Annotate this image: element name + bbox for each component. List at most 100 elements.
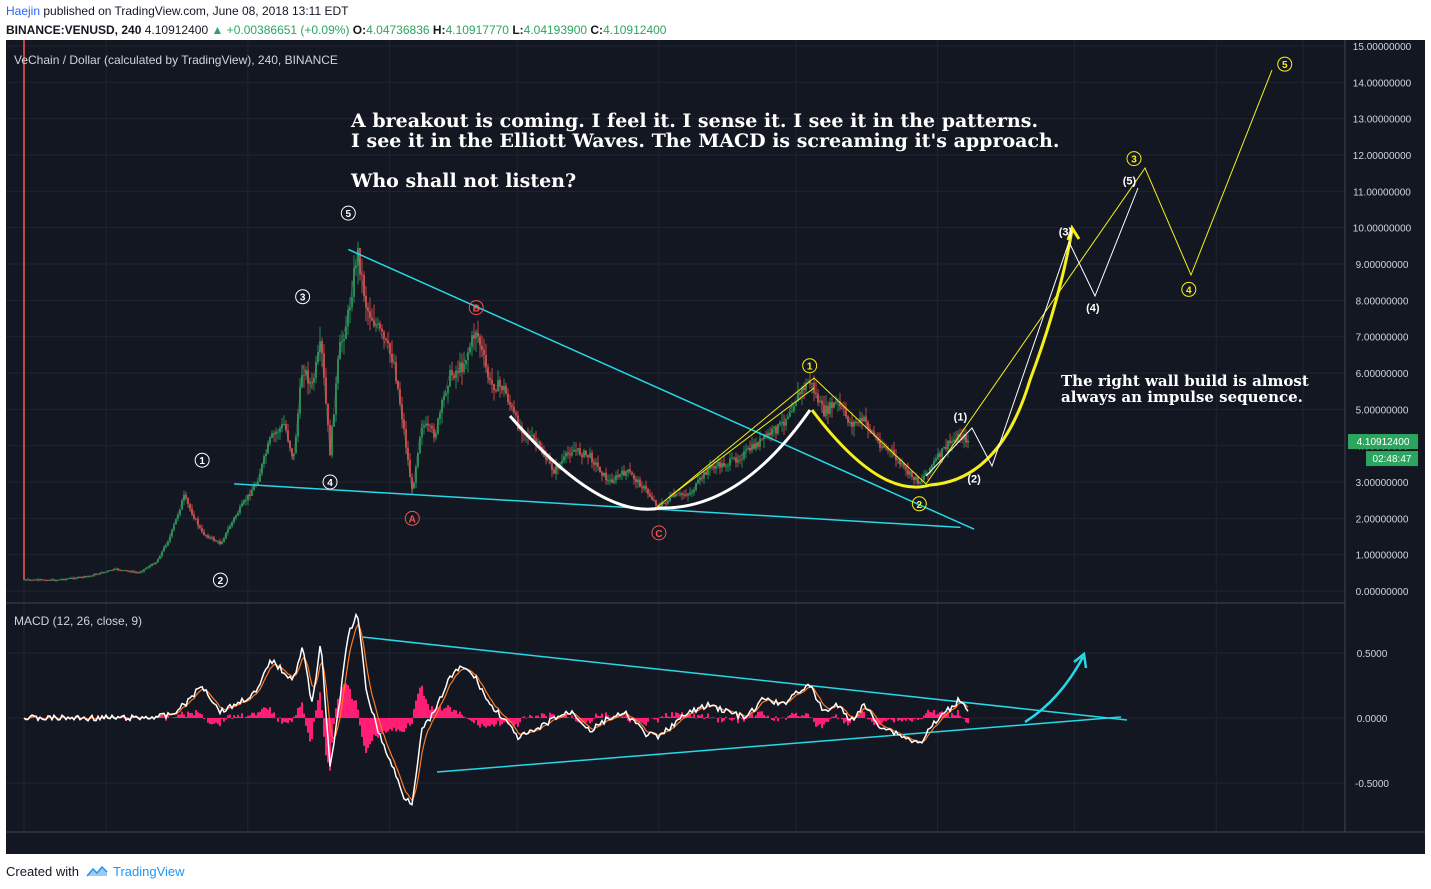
candle-body	[349, 307, 351, 311]
time-axis[interactable]: 13 Dec 2018 Feb Mar Apr May Jun Jul Aug 20	[18, 839, 1309, 851]
candle-body	[341, 340, 343, 343]
candle-body	[203, 531, 205, 535]
wave-label-text: A	[409, 514, 416, 525]
candle-body	[407, 447, 409, 460]
x-tick-label: Feb	[380, 839, 400, 851]
wave-label-text: (1)	[954, 412, 968, 424]
candle-body	[491, 379, 493, 385]
yellow-cup-curve	[810, 229, 1074, 489]
author-link[interactable]: Haejin	[6, 4, 41, 18]
price-axis[interactable]: 0.00000000 1.00000000 2.00000000 3.00000000…	[1353, 42, 1412, 598]
candle-body	[249, 494, 251, 496]
candle-body	[907, 469, 909, 475]
candle-body	[523, 433, 525, 435]
candle-body	[845, 408, 847, 417]
candle-body	[103, 572, 105, 574]
x-tick-label: 20	[1297, 839, 1309, 851]
macd-lower-trendline	[436, 716, 1122, 773]
candle-body	[901, 463, 903, 465]
candle-body	[381, 328, 383, 332]
macd-axis[interactable]: 0.5000 0.0000 -0.5000	[1355, 649, 1389, 790]
candle-body	[57, 580, 59, 581]
macd-tick-label: -0.5000	[1355, 779, 1389, 790]
candle-body	[133, 571, 135, 573]
wave-label-text: 4	[1186, 285, 1192, 296]
candle-body	[275, 432, 277, 435]
candle-body	[227, 529, 229, 533]
candle-body	[893, 449, 895, 456]
candle-body	[839, 400, 841, 406]
candle-body	[833, 402, 835, 408]
candle-body	[361, 274, 363, 276]
candle-body	[965, 434, 967, 443]
candle-body	[367, 307, 369, 312]
candle-body	[363, 274, 365, 296]
wave-label-circle	[1126, 151, 1142, 167]
candle-body	[87, 576, 89, 578]
candle-body	[705, 472, 707, 475]
chart-canvas[interactable]: 0.00000000 1.00000000 2.00000000 3.00000000…	[0, 40, 1431, 854]
candle-body	[179, 509, 181, 515]
candle-body	[231, 522, 233, 527]
candle-body	[117, 568, 119, 570]
candle-body	[223, 538, 225, 542]
candle-body	[425, 423, 427, 426]
open-label: O:	[352, 23, 367, 37]
candle-body	[411, 477, 413, 489]
candle-body	[795, 401, 797, 406]
candle-body	[843, 406, 845, 409]
candle-body	[867, 421, 869, 429]
x-tick-label: 2018	[236, 839, 260, 851]
candle-body	[439, 412, 441, 419]
x-tick-label: Mar	[508, 839, 528, 851]
candle-body	[551, 463, 553, 470]
publish-info: Haejin published on TradingView.com, Jun…	[6, 4, 348, 18]
candle-body	[157, 559, 159, 563]
candle-body	[743, 451, 745, 459]
candle-body	[183, 494, 185, 501]
candle-body	[139, 572, 141, 573]
wave-label-text: C	[655, 529, 662, 540]
candle-body	[409, 459, 411, 478]
side-note-line-2: always an impulse sequence.	[1061, 388, 1303, 406]
candle-body	[653, 499, 655, 501]
candle-body	[603, 472, 605, 476]
candle-body	[937, 453, 939, 459]
candle-body	[495, 390, 497, 392]
candle-body	[593, 462, 595, 465]
macd-tick-label: 0.0000	[1357, 714, 1388, 725]
wave-label-circle	[911, 496, 927, 512]
candle-body	[759, 438, 761, 447]
y-tick-label: 13.00000000	[1353, 115, 1412, 126]
tradingview-link[interactable]: TradingView	[112, 864, 185, 879]
candle-body	[345, 326, 347, 340]
candle-body	[323, 353, 325, 378]
grid-lines	[6, 40, 1345, 832]
y-tick-label: 10.00000000	[1353, 224, 1412, 235]
y-tick-label: 1.00000000	[1356, 551, 1409, 562]
candle-body	[413, 483, 415, 489]
candle-body	[835, 401, 837, 403]
candle-body	[821, 400, 823, 405]
candle-body	[709, 465, 711, 469]
candle-body	[261, 464, 263, 474]
candle-body	[809, 382, 811, 384]
y-tick-label: 6.00000000	[1356, 369, 1409, 380]
candle-body	[827, 405, 829, 414]
candle-body	[251, 490, 253, 496]
y-tick-label: 2.00000000	[1356, 514, 1409, 525]
candle-body	[423, 425, 425, 428]
candle-body	[581, 454, 583, 458]
candle-body	[823, 404, 825, 417]
candle-body	[501, 386, 503, 391]
candle-body	[717, 462, 719, 466]
candle-body	[239, 506, 241, 513]
candle-body	[861, 417, 863, 422]
candle-body	[305, 370, 307, 376]
candle-body	[171, 529, 173, 537]
candle-body	[897, 459, 899, 461]
y-tick-label: 14.00000000	[1353, 78, 1412, 89]
candle-body	[617, 475, 619, 477]
wave-label-text: 5	[1282, 60, 1288, 71]
candle-body	[377, 323, 379, 325]
